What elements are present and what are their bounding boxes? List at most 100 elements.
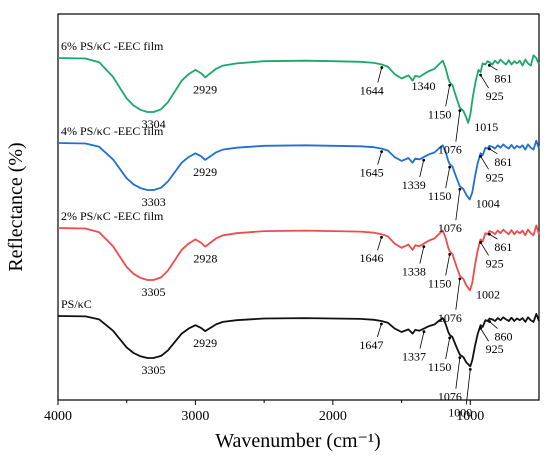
peak-label: 1015 (474, 120, 498, 134)
annotation-arrow (489, 233, 498, 240)
series-label-layer: 6% PS/κC -EEC film 4% PS/κC -EEC film 2% P… (61, 39, 164, 311)
series-name-label: 4% PS/κC -EEC film (61, 124, 164, 138)
annotation-arrow (445, 167, 451, 189)
annotation-arrowhead (448, 165, 452, 169)
peak-label: 925 (486, 342, 504, 356)
peak-label: 1647 (359, 338, 383, 352)
series-name-label: 2% PS/κC -EEC film (61, 209, 164, 223)
annotation-arrow (445, 254, 451, 276)
annotation-arrowhead (380, 235, 383, 239)
peak-label: 1000 (448, 405, 472, 419)
series-layer (57, 54, 540, 368)
peak-label: 1150 (428, 360, 452, 374)
peak-label: 2929 (193, 82, 217, 96)
peak-label: 925 (486, 89, 504, 103)
peak-label: 1340 (412, 79, 436, 93)
annotation-arrow (455, 357, 461, 389)
peak-label: 1076 (438, 390, 462, 404)
annotation-arrowhead (448, 83, 452, 87)
series-line (57, 54, 540, 124)
annotation-arrow (489, 148, 498, 155)
annotation-arrow (445, 337, 451, 359)
annotation-arrowhead (487, 232, 491, 236)
peak-label: 861 (494, 240, 512, 254)
peak-label: 861 (494, 71, 512, 85)
peak-label: 1076 (438, 143, 462, 157)
annotation-arrowhead (380, 150, 384, 154)
annotation-arrowhead (380, 66, 384, 69)
annotation-arrowhead (487, 63, 491, 67)
annotation-arrowhead (422, 245, 426, 249)
annotation-arrow (419, 331, 425, 349)
peak-label: 1150 (428, 276, 452, 290)
annotation-arrowhead (488, 320, 491, 323)
annotation-arrowhead (458, 187, 462, 191)
annotation-layer: 3304 2929 1644 1340 1150 1076 1015 925 861 3303 29… (142, 63, 513, 419)
peak-label: 2928 (193, 252, 217, 266)
x-tick-label: 1000 (456, 409, 484, 424)
annotation-arrow (455, 110, 461, 142)
peak-label: 1150 (428, 107, 452, 121)
peak-label: 3303 (142, 195, 166, 209)
peak-label: 1646 (360, 251, 384, 265)
annotation-arrow (445, 85, 451, 107)
annotation-arrowhead (479, 241, 482, 244)
annotation-arrowhead (422, 330, 426, 333)
annotation-arrowhead (487, 147, 491, 151)
peak-label: 2929 (193, 336, 217, 350)
peak-label: 3304 (142, 117, 166, 131)
peak-label: 1004 (476, 196, 500, 210)
annotation-arrowhead (479, 154, 482, 158)
peak-label: 1002 (476, 287, 500, 301)
annotation-arrow (489, 64, 498, 71)
peak-label: 860 (495, 330, 513, 344)
peak-label: 2929 (193, 165, 217, 179)
peak-label: 1150 (428, 189, 452, 203)
x-axis-ticks: 4000 3000 2000 1000 (44, 400, 484, 424)
annotation-arrow (480, 242, 489, 256)
annotation-arrowhead (458, 109, 462, 113)
series-line (57, 224, 540, 292)
peak-label: 3305 (142, 285, 166, 299)
annotation-arrowhead (448, 336, 452, 340)
annotation-arrowhead (458, 277, 462, 281)
annotation-arrow (465, 369, 471, 405)
annotation-arrow (480, 74, 489, 89)
annotation-arrow (377, 237, 382, 251)
annotation-arrowhead (479, 73, 482, 77)
annotation-arrow (455, 278, 461, 310)
peak-label: 1338 (402, 265, 426, 279)
series-name-label: 6% PS/κC -EEC film (61, 39, 164, 53)
peak-label: 1339 (402, 178, 426, 192)
annotation-arrow (489, 321, 498, 329)
annotation-arrowhead (422, 158, 426, 162)
peak-label: 1076 (438, 311, 462, 325)
peak-label: 1644 (360, 83, 384, 97)
annotation-arrowhead (448, 253, 452, 256)
annotation-arrowhead (379, 322, 383, 326)
peak-label: 3305 (142, 363, 166, 377)
annotation-arrow (376, 323, 382, 338)
x-tick-label: 2000 (319, 409, 347, 424)
peak-label: 1076 (438, 221, 462, 235)
annotation-arrowhead (479, 326, 482, 330)
peak-label: 1337 (402, 350, 426, 364)
x-axis-label: Wavenumber (cm⁻¹) (215, 430, 380, 452)
annotation-arrow (480, 156, 489, 170)
annotation-arrow (377, 67, 383, 83)
series-line (57, 313, 540, 368)
annotation-arrow (419, 160, 425, 178)
peak-label: 925 (486, 170, 504, 184)
annotation-arrowhead (468, 368, 472, 371)
series-line (57, 139, 540, 201)
peak-label: 1645 (360, 166, 384, 180)
annotation-arrow (419, 246, 425, 264)
annotation-arrow (377, 151, 383, 165)
x-tick-label: 4000 (44, 409, 72, 424)
annotation-arrowhead (458, 356, 462, 360)
plot-frame (57, 13, 540, 401)
annotation-arrow (480, 328, 489, 342)
peak-label: 925 (486, 256, 504, 270)
